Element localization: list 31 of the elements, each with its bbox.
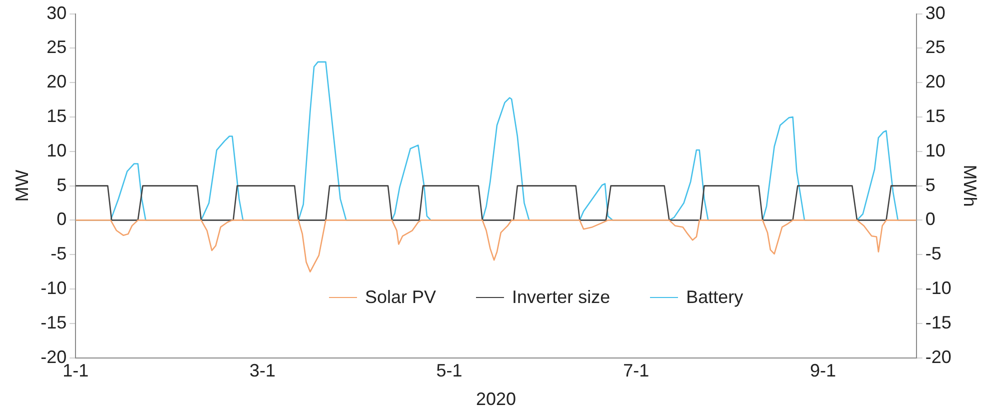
y2-tick-label: -20	[925, 346, 952, 367]
y-tick-label: 10	[46, 140, 67, 160]
y2-tick-label: -15	[925, 312, 952, 332]
y2-axis-title: MWh	[960, 164, 980, 207]
y2-tick-label: 5	[925, 174, 936, 195]
y-tick-label: -5	[50, 244, 67, 264]
x-tick-label: 7-1	[623, 360, 650, 381]
y2-tick-label: 30	[925, 2, 946, 23]
legend-label: Solar PV	[365, 286, 436, 308]
y2-tick-label: 20	[925, 72, 946, 92]
x-tick-label: 9-1	[810, 360, 836, 381]
y-tick-label: -10	[40, 278, 67, 298]
x-axis-title: 2020	[476, 389, 516, 410]
y2-tick-label: 15	[925, 106, 946, 126]
y2-tick-label: 25	[925, 37, 946, 58]
legend-label: Battery	[686, 286, 744, 308]
y2-tick-label: -5	[925, 244, 942, 264]
y-tick-label: 20	[46, 72, 67, 92]
x-tick-label: 3-1	[249, 360, 276, 381]
y2-tick-label: 0	[925, 209, 936, 230]
y-tick-label: 5	[56, 174, 67, 195]
y-tick-label: 30	[46, 2, 67, 23]
y2-tick-label: -10	[925, 278, 952, 298]
y-tick-label: 25	[46, 37, 67, 58]
x-tick-label: 5-1	[436, 360, 462, 381]
y2-tick-label: 10	[925, 140, 946, 160]
y-tick-label: 0	[56, 209, 67, 230]
y-axis-title: MW	[12, 170, 32, 202]
y-tick-label: 15	[46, 106, 67, 126]
y-tick-label: -15	[40, 312, 67, 332]
legend-label: Inverter size	[512, 286, 610, 308]
